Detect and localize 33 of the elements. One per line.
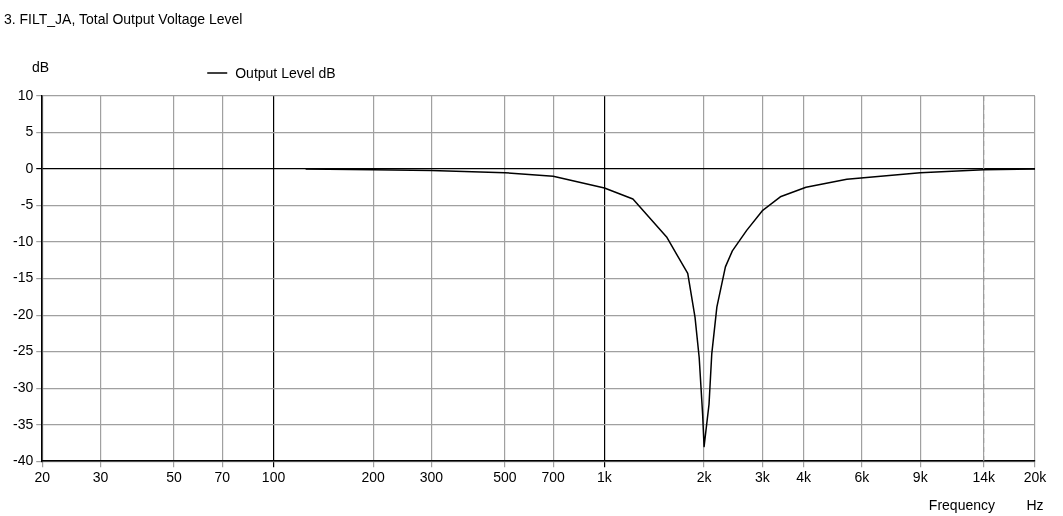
y-axis-title: dB	[32, 59, 50, 75]
y-tick-label: -5	[20, 196, 34, 213]
x-tick-label: 70	[214, 469, 231, 486]
y-tick-label: 10	[17, 86, 34, 103]
x-tick-label: 1k	[597, 469, 613, 486]
y-tick-label: -25	[13, 342, 34, 359]
x-tick-label: 200	[361, 469, 386, 486]
legend-label: Output Level dB	[235, 65, 336, 81]
x-tick-label: 9k	[912, 469, 929, 486]
x-tick-label: 700	[541, 469, 566, 486]
text: Hz	[1026, 497, 1044, 513]
x-tick-label: 3k	[754, 469, 771, 486]
y-tick-label: -20	[13, 305, 34, 322]
y-tick-label: -30	[13, 379, 34, 396]
x-tick-label: 300	[419, 469, 444, 486]
x-tick-label: 2k	[696, 469, 713, 486]
x-tick-label: 50	[166, 469, 182, 486]
x-tick-label: 6k	[854, 469, 871, 486]
x-tick-label: 30	[92, 469, 109, 486]
x-tick-label: 100	[261, 469, 286, 486]
x-axis-title: Frequency	[928, 497, 995, 513]
x-tick-label: 20	[34, 469, 51, 486]
chart-title: 3. FILT_JA, Total Output Voltage Level	[4, 11, 243, 27]
y-tick-label: -15	[13, 269, 34, 286]
x-tick-label: 4k	[796, 469, 813, 486]
y-tick-label: -35	[13, 415, 34, 432]
x-tick-label: 20k	[1023, 469, 1048, 486]
x-tick-label: 500	[493, 469, 517, 486]
y-tick-label: 5	[25, 123, 34, 140]
y-tick-label: -10	[13, 232, 34, 249]
x-tick-label: 14k	[972, 469, 997, 486]
y-tick-label: -40	[13, 452, 34, 469]
y-tick-label: 0	[25, 159, 34, 176]
